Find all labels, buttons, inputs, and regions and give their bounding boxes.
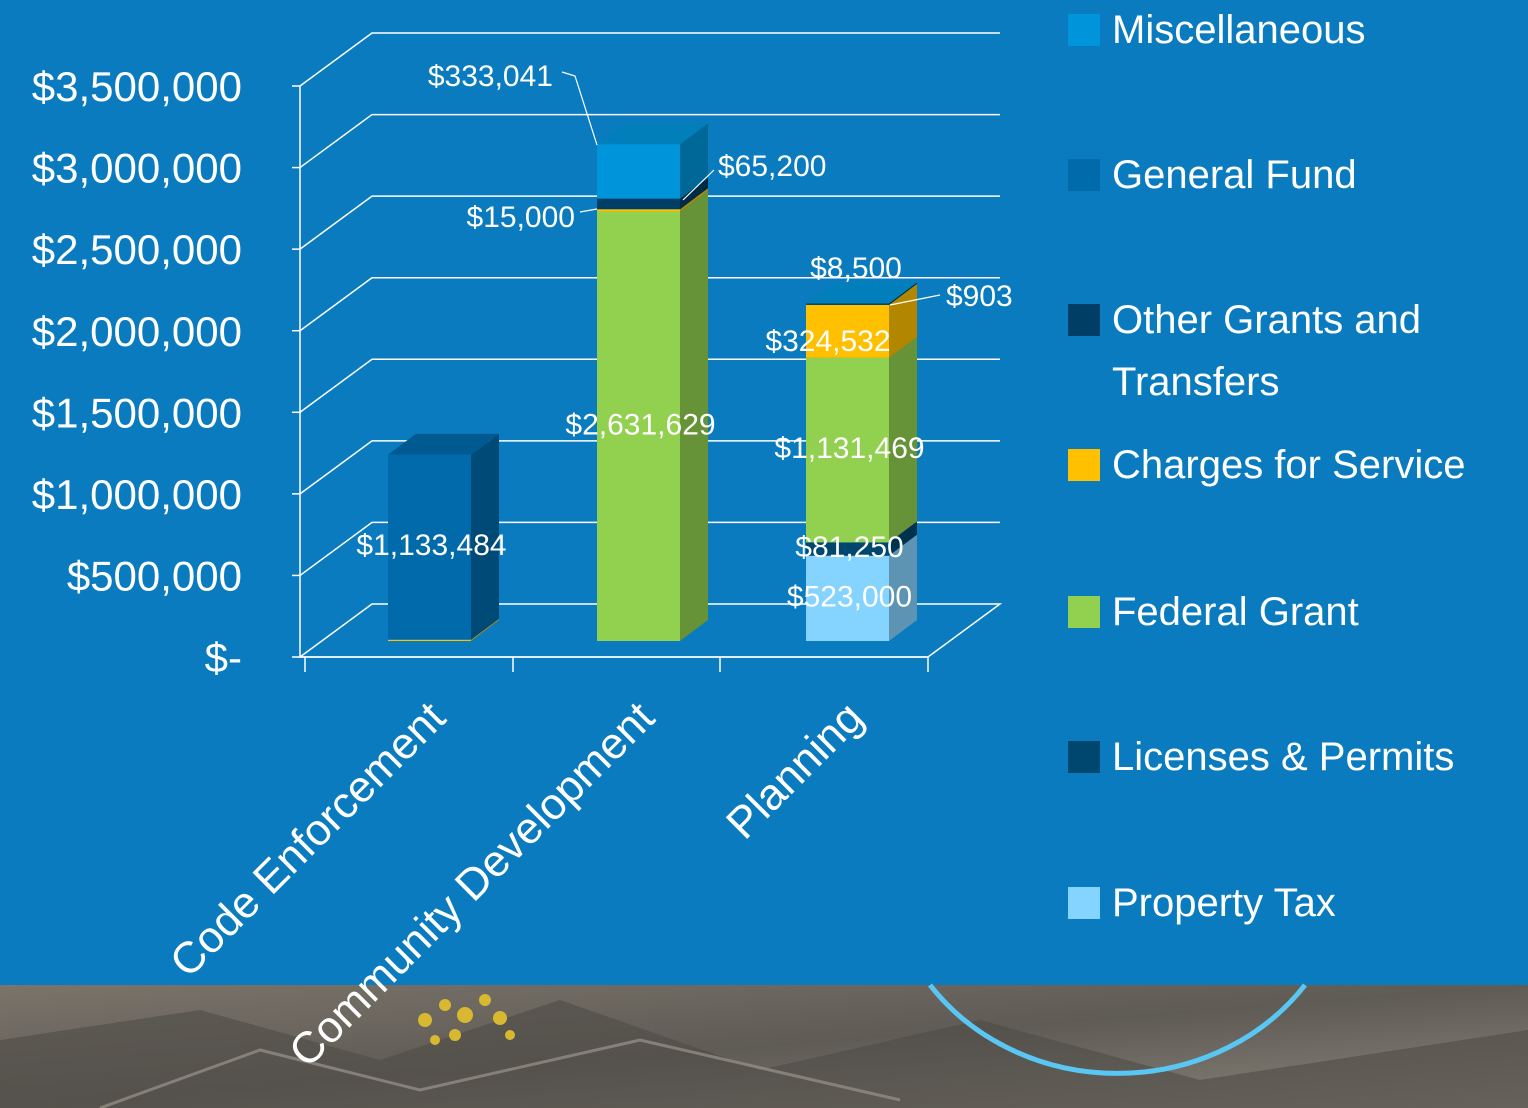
legend-item: Charges for Service [1068,434,1522,496]
y-tick-label: $2,000,000 [32,308,242,355]
legend-label: Licenses & Permits [1112,726,1522,788]
y-tick-label: $- [205,634,242,681]
bar-segment [597,199,680,210]
data-label: $8,500 [810,252,902,285]
y-tick-label: $3,500,000 [32,63,242,110]
legend-item: Other Grants and Transfers [1068,289,1522,413]
data-label: $1,133,484 [356,529,506,562]
bar-segment [597,209,680,211]
legend-swatch [1068,14,1100,46]
legend-item: Federal Grant [1068,581,1522,643]
legend-label: Charges for Service [1112,434,1522,496]
data-label: $1,131,469 [774,432,924,465]
data-label: $324,532 [765,325,890,358]
data-label: $81,250 [795,531,903,564]
data-label: $333,041 [428,60,553,93]
y-tick-label: $500,000 [67,553,242,600]
legend-swatch [1068,596,1100,628]
legend-label: Federal Grant [1112,581,1522,643]
y-tick-label: $2,500,000 [32,226,242,273]
legend-item: Licenses & Permits [1068,726,1522,788]
y-tick-label: $1,500,000 [32,389,242,436]
bar-segment [806,303,889,304]
bar-segment [388,640,471,641]
data-label: $15,000 [467,201,575,234]
y-tick-label: $3,000,000 [32,145,242,192]
legend-swatch [1068,741,1100,773]
legend-swatch [1068,449,1100,481]
legend-label: Miscellaneous [1112,0,1522,61]
bar-segment [597,144,680,198]
data-label: $523,000 [787,580,912,613]
legend-label: Other Grants and Transfers [1112,289,1522,413]
legend-label: General Fund [1112,144,1522,206]
legend-item: Miscellaneous [1068,0,1522,61]
legend-label: Property Tax [1112,872,1522,934]
y-tick-label: $1,000,000 [32,471,242,518]
legend-swatch [1068,304,1100,336]
legend-item: Property Tax [1068,872,1522,934]
legend-item: General Fund [1068,144,1522,206]
legend-swatch [1068,887,1100,919]
legend-swatch [1068,159,1100,191]
page: $- $500,000 $1,000,000 $1,500,000 $2,000,000… [0,0,1528,1108]
legend: Miscellaneous General Fund Other Grants an… [1068,0,1528,985]
data-label: $2,631,629 [565,408,715,441]
data-label: $65,200 [718,150,826,183]
data-label: $903 [946,280,1013,313]
